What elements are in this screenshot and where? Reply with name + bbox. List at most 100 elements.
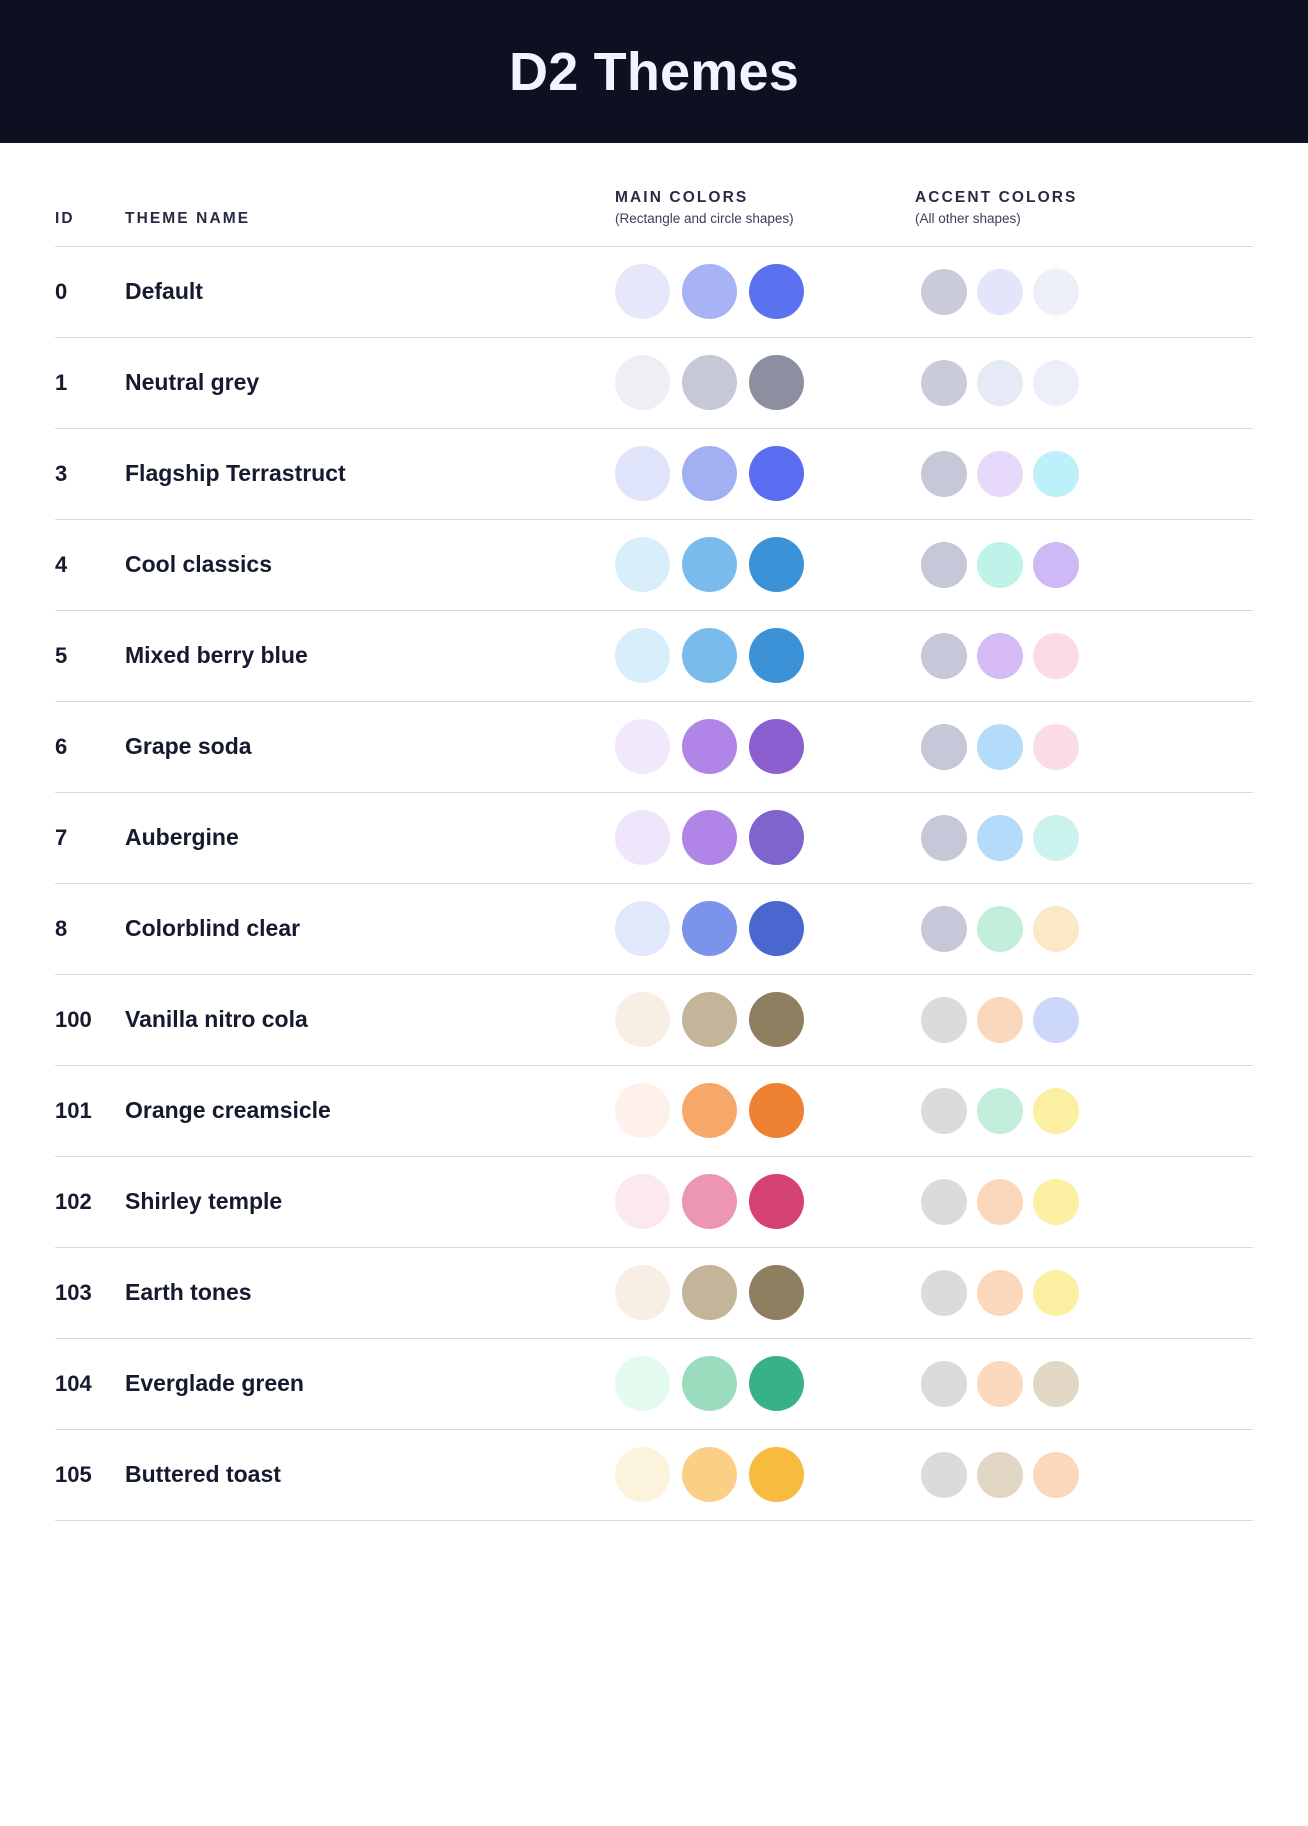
theme-name-cell: Aubergine [125,792,615,884]
accent-color-swatch [977,1178,1023,1225]
accent-color-swatches [915,905,1253,952]
accent-color-swatch [1033,541,1079,588]
main-color-swatch [615,1174,670,1230]
main-colors-cell [615,1429,915,1521]
theme-id: 7 [55,824,68,850]
table-row: 4 Cool classics [55,519,1253,611]
main-colors-cell [615,1065,915,1157]
accent-color-swatch [977,905,1023,952]
main-color-swatch [615,537,670,593]
accent-color-swatch [1033,1269,1079,1316]
accent-colors-cell [915,1065,1253,1157]
accent-color-swatch [921,814,967,861]
theme-name-cell: Vanilla nitro cola [125,974,615,1066]
accent-color-swatch [977,723,1023,770]
theme-id: 104 [55,1370,92,1396]
accent-color-swatch [1033,1451,1079,1498]
theme-id-cell: 8 [55,883,125,975]
table-row: 100 Vanilla nitro cola [55,974,1253,1066]
accent-color-swatches [915,450,1253,497]
theme-name: Aubergine [125,824,239,851]
accent-color-swatch [1033,359,1079,406]
main-colors-cell [615,428,915,520]
table-row: 1 Neutral grey [55,337,1253,429]
main-color-swatch [615,992,670,1048]
accent-color-swatch [921,1269,967,1316]
main-colors-cell [615,701,915,793]
main-color-swatch [615,719,670,775]
table-header: ID THEME NAME MAIN COLORS (Rectangle and… [55,143,1253,247]
page-title: D2 Themes [509,41,799,102]
themes-table: ID THEME NAME MAIN COLORS (Rectangle and… [55,143,1253,1521]
main-colors-cell [615,883,915,975]
main-color-swatch [682,628,737,684]
main-color-swatch [615,446,670,502]
main-color-swatches [615,901,915,957]
accent-color-swatches [915,723,1253,770]
accent-colors-cell [915,1338,1253,1430]
theme-id-cell: 0 [55,246,125,338]
theme-name: Default [125,278,203,305]
accent-color-swatches [915,996,1253,1043]
main-color-swatches [615,628,915,684]
accent-color-swatch [1033,905,1079,952]
main-color-swatch [682,992,737,1048]
accent-color-swatch [921,996,967,1043]
theme-name-cell: Neutral grey [125,337,615,429]
main-color-swatches [615,1174,915,1230]
theme-id: 4 [55,551,68,577]
accent-color-swatch [1033,268,1079,315]
theme-id: 1 [55,369,68,395]
theme-name: Everglade green [125,1370,304,1397]
main-color-swatch [749,1356,804,1412]
theme-name-cell: Shirley temple [125,1156,615,1248]
main-color-swatch [749,1447,804,1503]
main-color-swatch [615,355,670,411]
accent-color-swatches [915,814,1253,861]
accent-color-swatches [915,1360,1253,1407]
accent-color-swatch [921,723,967,770]
accent-colors-cell [915,792,1253,884]
theme-name-cell: Earth tones [125,1247,615,1339]
table-row: 104 Everglade green [55,1338,1253,1430]
table-row: 7 Aubergine [55,792,1253,884]
theme-name: Grape soda [125,733,252,760]
accent-colors-cell [915,246,1253,338]
column-header-theme-name: THEME NAME [125,143,615,247]
main-color-swatches [615,810,915,866]
theme-name-cell: Colorblind clear [125,883,615,975]
column-header-accent-colors-sublabel: (All other shapes) [915,211,1021,227]
accent-color-swatch [977,1451,1023,1498]
theme-id-cell: 105 [55,1429,125,1521]
accent-colors-cell [915,1247,1253,1339]
accent-color-swatch [1033,723,1079,770]
accent-colors-cell [915,974,1253,1066]
main-color-swatch [749,901,804,957]
theme-id-cell: 101 [55,1065,125,1157]
accent-color-swatch [977,1269,1023,1316]
accent-color-swatch [977,541,1023,588]
column-header-id: ID [55,143,125,247]
accent-color-swatches [915,268,1253,315]
theme-name: Earth tones [125,1279,252,1306]
theme-id-cell: 103 [55,1247,125,1339]
main-color-swatch [749,264,804,320]
main-color-swatches [615,1447,915,1503]
accent-color-swatch [921,1178,967,1225]
accent-color-swatch [1033,996,1079,1043]
table-row: 105 Buttered toast [55,1429,1253,1521]
accent-color-swatch [1033,450,1079,497]
accent-colors-cell [915,701,1253,793]
theme-name-cell: Buttered toast [125,1429,615,1521]
accent-color-swatch [921,450,967,497]
main-color-swatch [749,719,804,775]
accent-color-swatch [921,1451,967,1498]
main-color-swatch [615,901,670,957]
theme-id: 100 [55,1006,92,1032]
theme-name: Shirley temple [125,1188,283,1215]
table-body: 0 Default 1 Neutral grey 3 Flagship Terrastru… [55,246,1253,1521]
theme-id-cell: 4 [55,519,125,611]
accent-colors-cell [915,1429,1253,1521]
themes-table-container: ID THEME NAME MAIN COLORS (Rectangle and… [0,143,1308,1521]
accent-color-swatch [977,1087,1023,1134]
